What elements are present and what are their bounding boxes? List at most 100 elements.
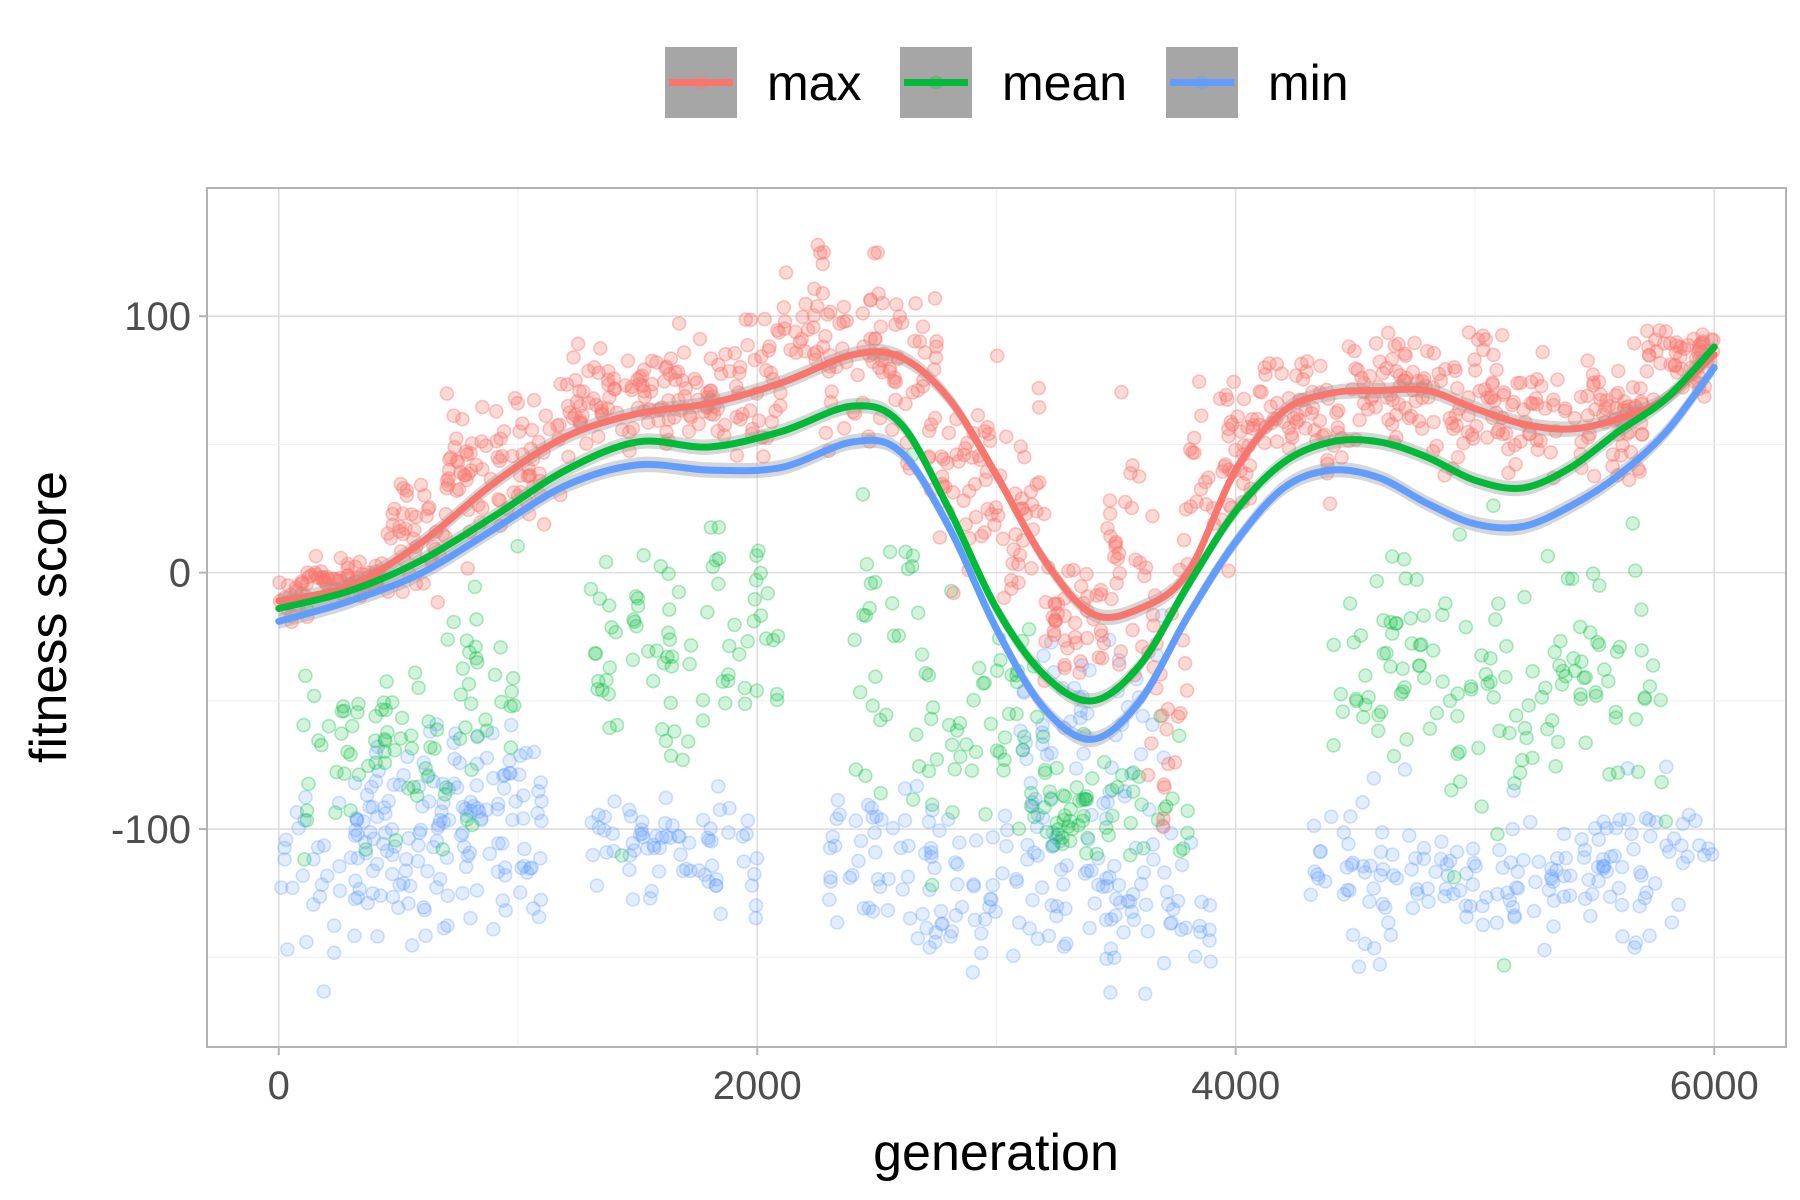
data-point-mean [983, 716, 999, 732]
data-point-mean [1157, 801, 1172, 817]
data-point-max [1341, 339, 1357, 355]
data-point-max [882, 361, 898, 377]
data-point-min [1624, 826, 1639, 842]
data-point-max [1523, 395, 1539, 411]
data-point-mean [1483, 651, 1498, 666]
data-point-min [881, 871, 896, 887]
data-point-min [1661, 844, 1677, 859]
data-point-max [970, 407, 986, 423]
data-point-mean [1150, 812, 1166, 828]
data-point-mean [296, 717, 311, 733]
data-point-mean [1075, 792, 1091, 808]
data-point-min [347, 928, 362, 944]
data-point-min [1163, 825, 1179, 841]
data-point-min [1124, 766, 1139, 782]
data-point-min [1446, 886, 1461, 902]
data-point-min [1505, 899, 1521, 915]
data-point-min [392, 777, 408, 793]
data-point-max [1669, 364, 1685, 380]
data-point-min [460, 848, 476, 864]
data-point-mean [1353, 628, 1369, 643]
data-point-mean [737, 696, 753, 712]
data-point-min [385, 889, 401, 905]
data-point-max [888, 374, 904, 390]
data-point-min [420, 863, 435, 879]
data-point-max [870, 245, 886, 260]
data-point-max [1146, 618, 1162, 633]
data-point-min [349, 812, 365, 828]
data-point-max [1586, 377, 1601, 393]
data-point-mean [1547, 644, 1563, 660]
data-point-max [1281, 420, 1297, 436]
data-point-min [491, 836, 506, 851]
data-point-max [1045, 609, 1061, 625]
data-point-max [815, 339, 831, 355]
x-tick-label: 6000 [1670, 1064, 1759, 1108]
data-point-max [1011, 575, 1026, 590]
data-point-max [526, 392, 542, 408]
data-point-max [1159, 721, 1174, 737]
data-point-max [1185, 445, 1200, 460]
data-point-mean [1171, 728, 1187, 744]
data-point-max [1368, 335, 1384, 351]
data-point-mean [1517, 720, 1533, 736]
y-tick-label: 0 [169, 552, 191, 596]
data-point-mean [1395, 661, 1410, 677]
data-point-mean [721, 667, 736, 682]
data-point-mean [760, 585, 776, 601]
data-point-max [1108, 534, 1124, 550]
data-point-min [1680, 849, 1695, 865]
data-point-min [519, 865, 535, 880]
data-point-min [1362, 894, 1377, 910]
data-point-max [1426, 414, 1441, 430]
data-point-max [1586, 468, 1602, 484]
data-point-max [706, 407, 722, 422]
data-point-max [579, 436, 594, 451]
data-point-min [1691, 838, 1707, 853]
data-point-max [1405, 364, 1421, 380]
data-point-mean [908, 727, 924, 742]
data-point-min [1008, 871, 1024, 887]
data-point-mean [904, 558, 920, 574]
data-point-max [536, 516, 552, 532]
data-point-mean [1435, 674, 1450, 690]
data-point-mean [727, 617, 742, 633]
data-point-mean [1525, 663, 1540, 679]
data-point-mean [1388, 616, 1404, 631]
data-point-mean [503, 698, 519, 714]
data-point-max [1191, 374, 1207, 390]
data-point-mean [663, 748, 679, 764]
data-point-mean [1502, 725, 1517, 741]
data-point-max [1072, 665, 1087, 681]
data-point-min [915, 906, 930, 922]
data-point-min [948, 908, 964, 923]
data-point-max [990, 508, 1006, 523]
data-point-min [1345, 855, 1361, 871]
data-point-mean [865, 698, 881, 714]
data-point-min [326, 918, 342, 934]
data-point-max [478, 438, 494, 454]
data-point-max [1667, 358, 1682, 374]
data-point-max [867, 331, 883, 347]
data-point-mean [406, 779, 422, 795]
data-point-min [1187, 949, 1203, 964]
data-point-min [1059, 858, 1074, 873]
data-point-min [295, 868, 311, 883]
data-point-max [927, 410, 943, 426]
data-point-max [816, 244, 832, 260]
data-point-mean [384, 695, 400, 710]
data-point-min [377, 825, 393, 841]
data-point-min [658, 790, 674, 806]
data-point-max [576, 384, 591, 400]
data-point-min [934, 916, 949, 932]
data-point-max [675, 373, 690, 388]
data-point-min [326, 945, 342, 961]
data-point-mean [1385, 626, 1400, 641]
data-point-min [1639, 885, 1654, 900]
data-point-max [1003, 572, 1019, 588]
data-point-mean [437, 787, 453, 802]
data-point-max [667, 365, 683, 380]
data-point-max [875, 364, 890, 380]
data-point-min [349, 810, 364, 826]
data-point-mean [494, 694, 509, 710]
